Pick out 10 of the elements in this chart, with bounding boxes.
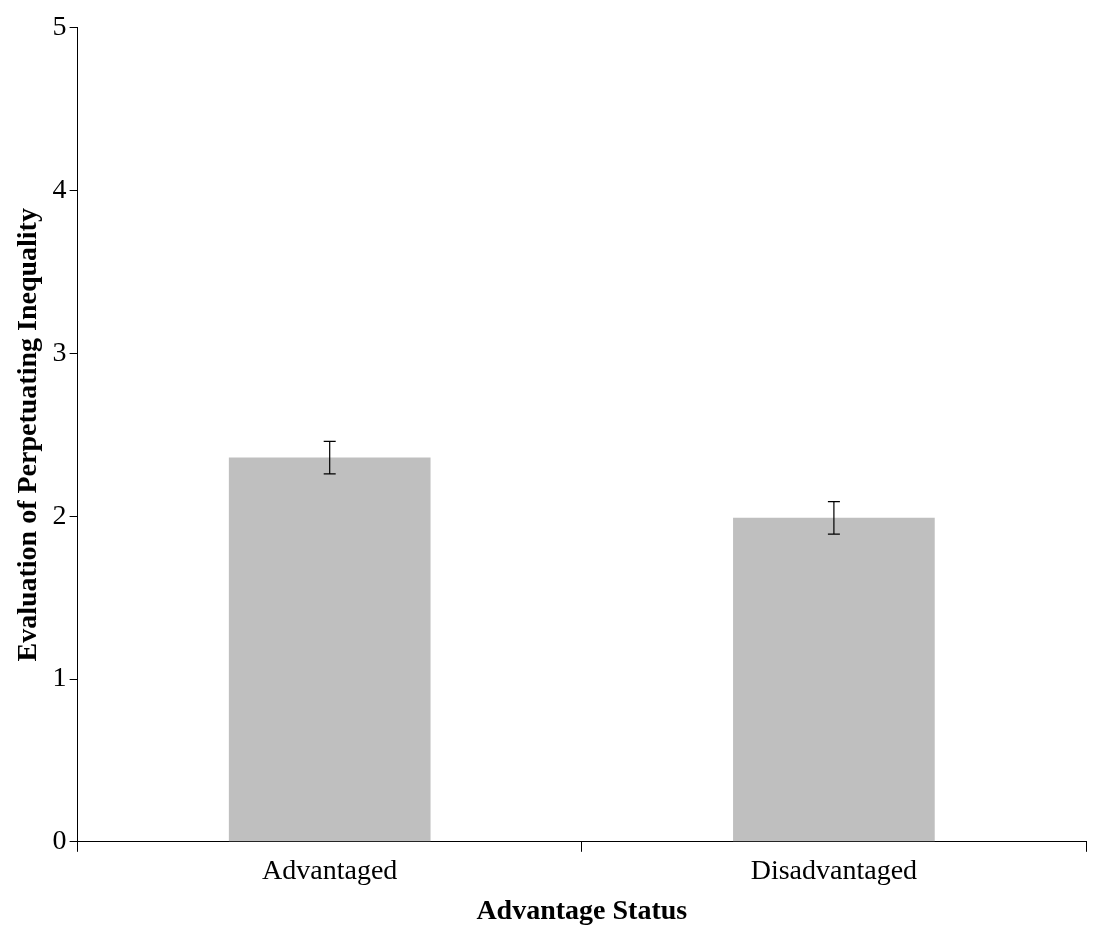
y-tick-label: 0 (52, 824, 67, 856)
y-tick-label: 5 (52, 10, 67, 42)
y-axis-title: Evaluation of Perpetuating Inequality (11, 208, 43, 662)
x-axis-title: Advantage Status (476, 894, 688, 926)
y-tick-label: 2 (52, 498, 67, 530)
y-tick-label: 3 (52, 335, 67, 367)
y-tick-label: 4 (52, 172, 67, 204)
x-tick-label: Disadvantaged (750, 853, 918, 885)
x-tick-label: Advantaged (262, 853, 398, 885)
y-tick-label: 1 (52, 661, 67, 693)
